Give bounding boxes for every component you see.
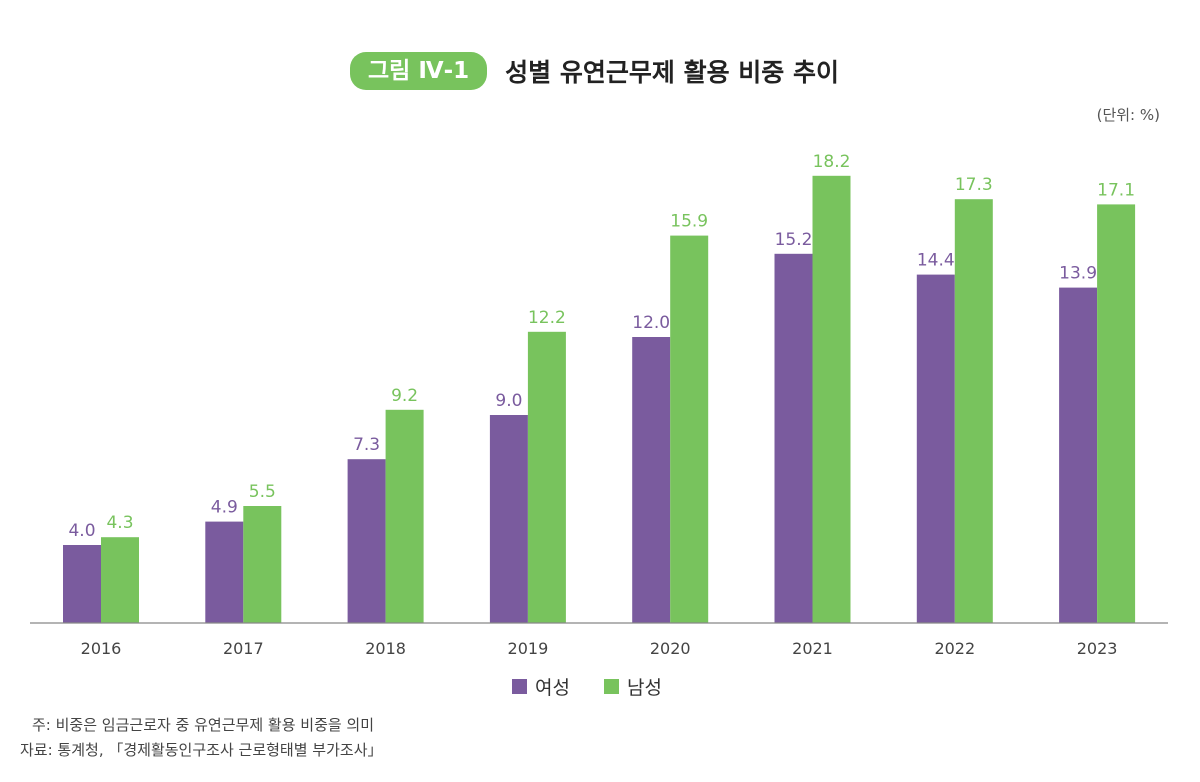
- data-label-male-2020: 15.9: [670, 212, 708, 232]
- legend-label-female: 여성: [535, 677, 570, 699]
- x-tick-label-2020: 2020: [650, 639, 691, 658]
- bar-female-2017: [205, 521, 244, 623]
- source-text: 자료: 통계청, 「경제활동인구조사 근로형태별 부가조사」: [20, 741, 383, 759]
- x-tick-label-2018: 2018: [365, 639, 406, 658]
- bar-male-2018: [385, 409, 424, 623]
- legend-label-male: 남성: [626, 677, 662, 699]
- data-label-male-2018: 9.2: [391, 386, 418, 406]
- bar-female-2022: [916, 274, 955, 623]
- legend-swatch-female: [512, 679, 527, 694]
- bar-female-2023: [1059, 287, 1098, 623]
- legend-swatch-male: [603, 679, 619, 694]
- data-label-female-2021: 15.2: [775, 230, 813, 250]
- data-label-female-2023: 13.9: [1059, 264, 1097, 284]
- data-label-male-2021: 18.2: [813, 152, 851, 172]
- chart-title-block: 그림 Ⅳ-1 성별 유연근무제 활용 비중 추이: [350, 52, 839, 90]
- data-label-male-2017: 5.5: [249, 482, 276, 502]
- data-label-female-2016: 4.0: [68, 521, 95, 541]
- bar-male-2017: [243, 506, 282, 623]
- data-label-female-2018: 7.3: [353, 435, 380, 455]
- data-label-male-2019: 12.2: [528, 308, 566, 328]
- unit-label: (단위: %): [1096, 106, 1160, 124]
- data-label-male-2023: 17.1: [1097, 180, 1135, 200]
- bar-male-2022: [954, 199, 993, 623]
- bar-female-2019: [489, 415, 528, 623]
- x-tick-label-2017: 2017: [223, 639, 264, 658]
- bar-male-2023: [1097, 204, 1136, 623]
- chart-title: 성별 유연근무제 활용 비중 추이: [505, 58, 839, 87]
- data-label-female-2020: 12.0: [632, 313, 670, 333]
- figure-label-badge: 그림 Ⅳ-1: [350, 52, 488, 90]
- note-text: 주: 비중은 임금근로자 중 유연근무제 활용 비중을 의미: [32, 716, 375, 734]
- legend-item-male: 남성: [603, 673, 662, 700]
- legend: 여성 남성: [512, 673, 662, 700]
- data-label-female-2019: 9.0: [495, 391, 522, 411]
- x-tick-label-2016: 2016: [81, 639, 122, 658]
- bar-male-2016: [101, 537, 139, 623]
- x-tick-label-2023: 2023: [1077, 639, 1118, 658]
- data-label-male-2016: 4.3: [106, 513, 133, 533]
- legend-item-female: 여성: [512, 673, 570, 700]
- bar-female-2018: [347, 459, 386, 623]
- bar-female-2021: [774, 253, 813, 624]
- x-tick-label-2019: 2019: [508, 639, 549, 658]
- bar-female-2020: [632, 337, 671, 623]
- data-label-male-2022: 17.3: [955, 175, 993, 195]
- bar-male-2019: [527, 331, 566, 623]
- data-label-female-2022: 14.4: [917, 251, 955, 271]
- footnotes: 주: 비중은 임금근로자 중 유연근무제 활용 비중을 의미 자료: 통계청, …: [20, 713, 383, 763]
- data-label-female-2017: 4.9: [211, 498, 238, 518]
- x-tick-label-2021: 2021: [792, 639, 833, 658]
- bar-female-2016: [63, 545, 101, 623]
- bar-male-2020: [670, 235, 709, 623]
- x-tick-label-2022: 2022: [934, 639, 975, 658]
- bar-male-2021: [812, 175, 851, 624]
